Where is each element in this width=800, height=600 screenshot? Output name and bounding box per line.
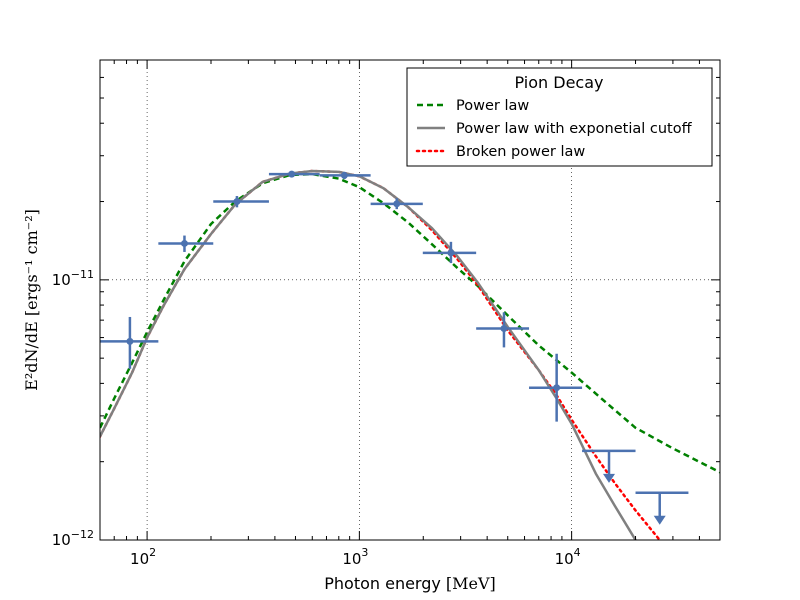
data-point — [422, 241, 477, 264]
y-axis-label: E²dN/dE [ergs⁻¹ cm⁻²] — [22, 209, 41, 391]
plot-frame — [99, 59, 721, 541]
point-marker — [233, 198, 241, 206]
upper-limit-arrow — [653, 515, 666, 525]
upper-limit-point — [582, 449, 636, 483]
legend-label-power-law: Power law — [456, 98, 529, 114]
series-power-law — [100, 172, 720, 474]
legend-box — [406, 67, 713, 167]
point-marker — [393, 200, 401, 208]
series-layer — [100, 169, 720, 540]
legend-title: Pion Decay — [515, 73, 604, 92]
legend: Pion Decay Power law Power law with expo… — [406, 67, 713, 167]
data-point — [370, 198, 423, 210]
upper-limit-arrow — [603, 473, 616, 483]
legend-label-exp-cutoff: Power law with exponetial cutoff — [456, 121, 693, 137]
data-point — [213, 196, 269, 208]
data-point — [476, 312, 530, 348]
point-marker — [500, 325, 508, 333]
y-tick-label: 10−12 — [52, 528, 94, 549]
point-marker — [180, 239, 188, 247]
y-tick-label: 10−11 — [52, 268, 94, 289]
x-tick-label: 102 — [130, 546, 156, 568]
data-point — [100, 316, 159, 369]
series-broken-power-law — [100, 169, 661, 540]
x-tick-label: 104 — [555, 546, 581, 568]
series-power-law-with-exponetial-cutoff — [100, 169, 637, 540]
point-marker — [553, 384, 561, 392]
data-point — [158, 235, 214, 252]
data-point — [268, 170, 320, 178]
point-marker — [447, 249, 455, 257]
legend-label-broken-power-law: Broken power law — [456, 144, 585, 160]
data-point — [319, 171, 371, 180]
point-marker — [340, 171, 348, 179]
x-tick-label: 103 — [342, 546, 368, 568]
point-marker — [288, 170, 296, 178]
axis-ticks: 102 103 104 10−12 10−11 — [52, 59, 720, 568]
upper-limit-point — [635, 491, 689, 525]
data-points-layer — [100, 170, 689, 525]
data-point — [529, 353, 583, 422]
point-marker — [126, 337, 134, 345]
x-axis-label: Photon energy [MeV] — [324, 574, 496, 593]
